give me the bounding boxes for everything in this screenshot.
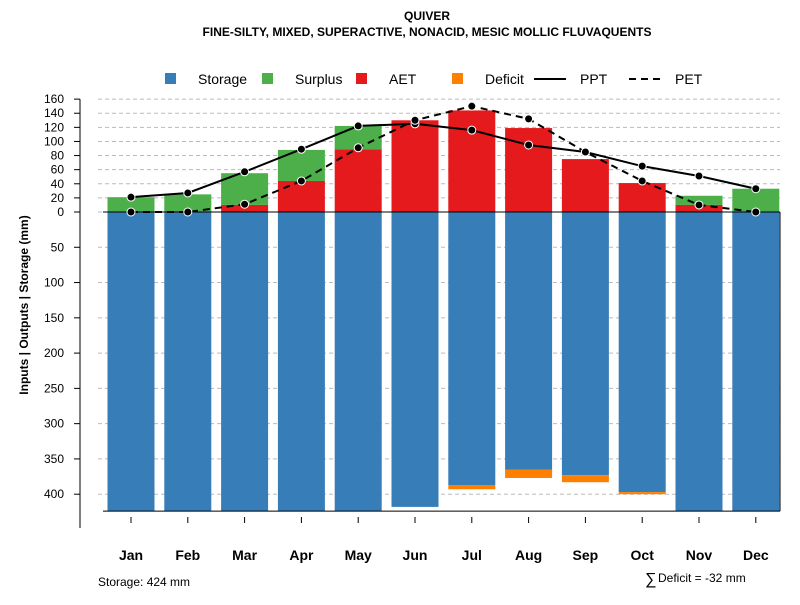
y-tick-label: 120: [44, 120, 64, 134]
x-tick-label: Nov: [686, 547, 713, 563]
y-tick-label: 40: [51, 177, 65, 191]
pet-point: [353, 143, 363, 153]
ppt-line: [130, 122, 757, 199]
storage-bar: [334, 212, 382, 512]
y-tick-label: 400: [44, 487, 64, 501]
ppt-point: [296, 144, 306, 154]
y-tick-label: 250: [44, 381, 64, 395]
pet-point: [183, 207, 193, 217]
x-tick-label: Sep: [573, 547, 599, 563]
deficit-bar: [561, 475, 609, 483]
legend: Storage Surplus AET Deficit PPT PET: [165, 71, 703, 87]
x-tick-label: Oct: [631, 547, 655, 563]
storage-bar: [107, 212, 155, 512]
bars: [103, 110, 781, 512]
ppt-point: [183, 188, 193, 198]
y-tick-label: 200: [44, 346, 64, 360]
axes: 0204060801001201401605010015020025030035…: [44, 92, 769, 563]
y-tick-label: 160: [44, 92, 64, 106]
legend-label: AET: [389, 71, 417, 87]
pet-point: [580, 147, 590, 157]
storage-bar: [391, 212, 439, 507]
y-tick-label: 300: [44, 417, 64, 431]
y-tick-label: 350: [44, 452, 64, 466]
pet-point: [467, 101, 477, 111]
pet-point: [524, 114, 534, 124]
deficit-bar: [618, 492, 666, 495]
y-tick-label: 80: [51, 149, 65, 163]
surplus-bar: [164, 194, 212, 212]
legend-label: Deficit: [485, 71, 524, 87]
storage-bar: [505, 212, 553, 470]
x-tick-label: Dec: [743, 547, 769, 563]
surplus-bar: [732, 188, 780, 212]
y-tick-label: 50: [51, 240, 65, 254]
legend-label: PPT: [580, 71, 608, 87]
legend-label: Storage: [198, 71, 247, 87]
legend-swatch-storage: [165, 73, 176, 84]
pet-point: [126, 207, 136, 217]
x-tick-label: Jul: [462, 547, 482, 563]
x-tick-label: Jan: [119, 547, 143, 563]
storage-annotation: Storage: 424 mm: [98, 575, 190, 589]
storage-bar: [732, 212, 780, 512]
y-axis-label: Inputs | Outputs | Storage (mm): [17, 215, 31, 394]
surplus-bar: [277, 149, 325, 181]
y-tick-label: 140: [44, 106, 64, 120]
y-tick-label: 100: [44, 134, 64, 148]
y-tick-label: 100: [44, 276, 64, 290]
y-tick-label: 60: [51, 163, 65, 177]
legend-swatch-aet: [356, 73, 367, 84]
ppt-point: [694, 171, 704, 181]
sum-icon: ∑: [645, 571, 656, 588]
storage-bar: [561, 212, 609, 476]
aet-bar: [391, 120, 439, 212]
x-tick-label: Apr: [289, 547, 314, 563]
x-tick-label: May: [345, 547, 372, 563]
chart-subtitle: FINE-SILTY, MIXED, SUPERACTIVE, NONACID,…: [203, 25, 652, 39]
pet-point: [296, 176, 306, 186]
ppt-point: [751, 184, 761, 194]
ppt-point: [240, 167, 250, 177]
ppt-point: [126, 192, 136, 202]
aet-bar: [334, 149, 382, 212]
surplus-bar: [675, 195, 723, 205]
pet-point: [694, 200, 704, 210]
legend-label: PET: [675, 71, 703, 87]
storage-bar: [221, 212, 269, 512]
pet-point: [410, 115, 420, 125]
storage-bar: [675, 212, 723, 512]
storage-bar: [448, 212, 496, 486]
pet-point: [240, 199, 250, 209]
ppt-point: [637, 161, 647, 171]
lines: [126, 101, 761, 217]
deficit-annotation: Deficit = -32 mm: [658, 571, 746, 585]
y-tick-label: 150: [44, 311, 64, 325]
pet-point: [637, 176, 647, 186]
y-tick-label: 20: [51, 191, 65, 205]
storage-bar: [618, 212, 666, 493]
deficit-bar: [505, 469, 553, 478]
aet-bar: [448, 110, 496, 212]
storage-bar: [277, 212, 325, 512]
legend-swatch-deficit: [452, 73, 463, 84]
x-tick-label: Jun: [403, 547, 428, 563]
x-tick-label: Aug: [515, 547, 542, 563]
pet-point: [751, 207, 761, 217]
ppt-point: [467, 125, 477, 135]
aet-bar: [561, 159, 609, 212]
chart-title: QUIVER: [404, 9, 450, 23]
deficit-bar: [448, 485, 496, 490]
x-tick-label: Mar: [232, 547, 257, 563]
aet-bar: [277, 180, 325, 212]
storage-bar: [164, 212, 212, 512]
ppt-point: [524, 140, 534, 150]
legend-label: Surplus: [295, 71, 342, 87]
x-tick-label: Feb: [175, 547, 200, 563]
ppt-point: [353, 121, 363, 131]
y-tick-label: 0: [57, 205, 64, 219]
legend-swatch-surplus: [262, 73, 273, 84]
surplus-bar: [107, 197, 155, 212]
